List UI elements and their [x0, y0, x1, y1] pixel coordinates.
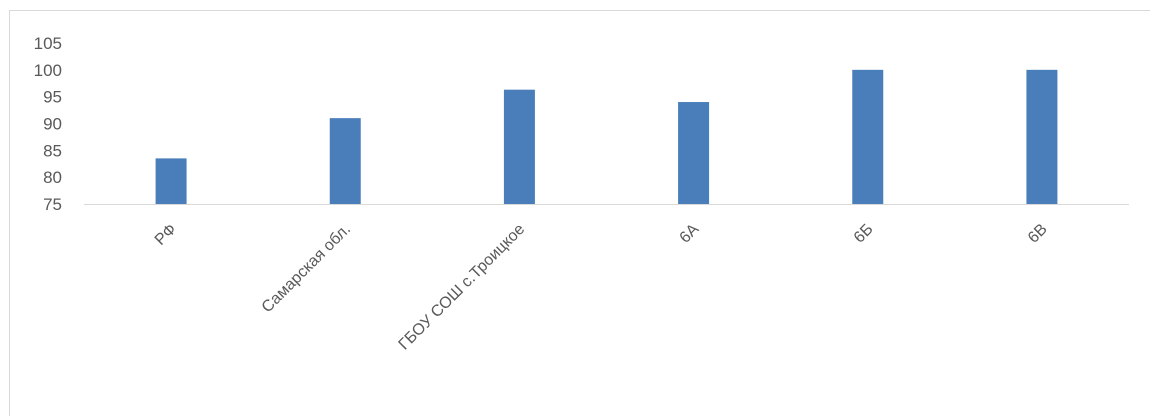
- bar: [155, 158, 187, 204]
- y-tick-label: 85: [43, 141, 62, 160]
- bar-chart: 75 80 85 90 95 100 105 РФ Самарская обл. ГБОУ СОШ…: [34, 34, 1129, 354]
- x-category-label: Самарская обл.: [259, 221, 354, 316]
- y-tick-label: 75: [43, 195, 62, 214]
- x-category-label: РФ: [152, 221, 180, 249]
- y-tick-label: 100: [34, 61, 62, 80]
- y-tick-label: 105: [34, 34, 62, 53]
- y-tick-label: 95: [43, 88, 62, 107]
- bar: [852, 69, 884, 204]
- bar: [503, 89, 535, 204]
- y-tick-label: 90: [43, 115, 62, 134]
- chart-frame: 75 80 85 90 95 100 105 РФ Самарская обл. ГБОУ СОШ…: [9, 10, 1150, 416]
- x-category-label: 6В: [1025, 221, 1051, 247]
- y-tick-label: 80: [43, 168, 62, 187]
- bar: [1026, 69, 1058, 204]
- x-category-label: ГБОУ СОШ с.Троицкое: [396, 221, 529, 354]
- x-category-label: 6Б: [851, 221, 877, 247]
- bar: [678, 102, 710, 204]
- x-category-label: 6А: [677, 221, 703, 247]
- bar: [329, 118, 361, 204]
